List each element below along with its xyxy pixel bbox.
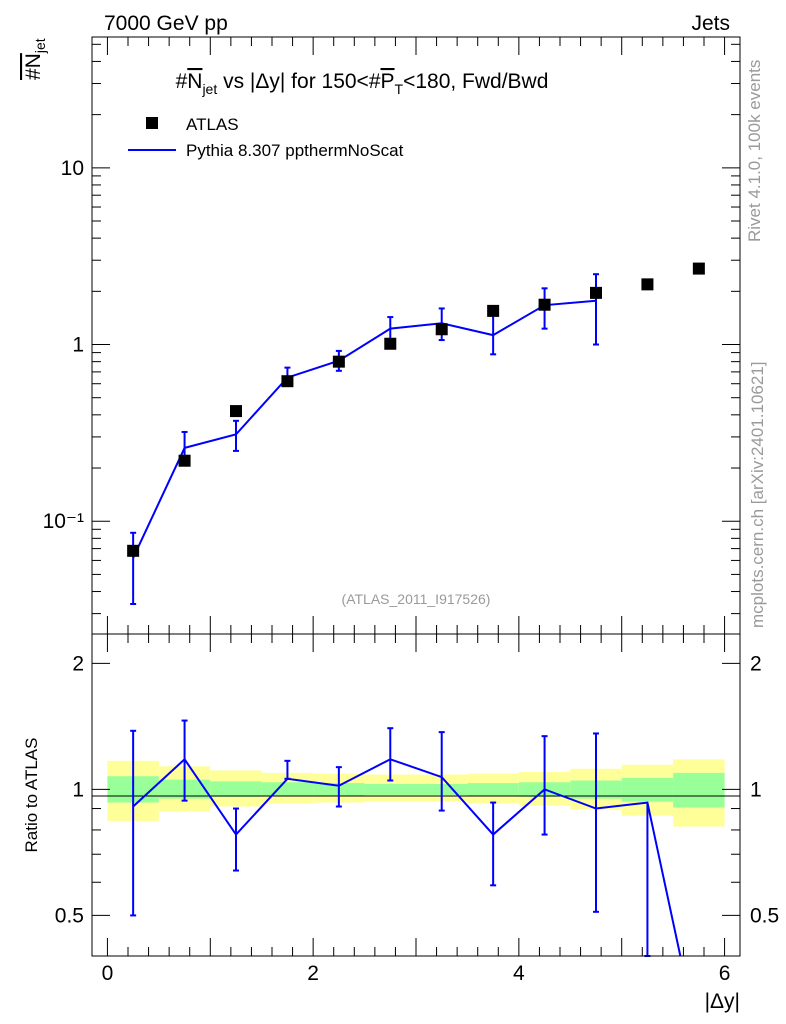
- header-left: 7000 GeV pp: [104, 12, 228, 35]
- x-tick-label: 4: [513, 962, 525, 985]
- ratio-panel: 0.5 0.5 1 1 2 2 0 2 4 6 Ratio to ATLAS |Δy|: [22, 633, 779, 1013]
- atlas-point: [178, 454, 191, 467]
- title-e: <180, Fwd/Bwd: [403, 70, 548, 93]
- ratio-mc-line: [132, 757, 682, 957]
- lower-ticks: 0.5 0.5 1 1 2 2 0 2 4 6: [55, 634, 779, 985]
- title-p: P: [381, 70, 395, 93]
- ratio-bands: [107, 759, 725, 827]
- mc-line: [132, 299, 597, 559]
- rivet-label: Rivet 4.1.0, 100k events: [745, 60, 764, 242]
- atlas-point: [281, 375, 294, 388]
- atlas-point: [538, 298, 551, 311]
- legend-atlas-marker: [146, 117, 158, 129]
- ratio-y-label: Ratio to ATLAS: [22, 738, 41, 853]
- ylabel-sub: jet: [32, 38, 48, 54]
- upper-y-tick-label: 10⁻¹: [43, 510, 84, 533]
- atlas-point: [641, 278, 654, 291]
- x-axis-label: |Δy|: [705, 990, 740, 1013]
- x-tick-label: 6: [719, 962, 731, 985]
- upper-y-tick-label: 1: [72, 334, 84, 357]
- x-tick-label: 2: [307, 962, 319, 985]
- title-sub2: T: [395, 81, 404, 97]
- title-n: N: [187, 70, 202, 93]
- atlas-point: [230, 405, 242, 418]
- atlas-point: [435, 323, 448, 336]
- upper-y-tick-label: 10: [61, 157, 84, 180]
- title-sub1: jet: [201, 81, 217, 97]
- title-c: vs |Δy| for 150<#: [217, 70, 381, 93]
- ratio-band-inner: [364, 783, 416, 795]
- upper-y-label: #Njet: [22, 38, 48, 80]
- ratio-y-tick-label: 1: [72, 778, 84, 801]
- ylabel-main: #N: [22, 53, 45, 80]
- atlas-series: [127, 262, 705, 557]
- atlas-point: [487, 304, 500, 317]
- ratio-band-inner: [673, 772, 725, 808]
- upper-ticks: 10⁻¹ 1 10: [43, 37, 740, 634]
- ratio-band-inner: [621, 777, 674, 802]
- legend: ATLAS Pythia 8.307 ppthermNoScat: [128, 115, 404, 160]
- atlas-point: [384, 337, 397, 350]
- x-tick-label: 0: [102, 962, 114, 985]
- chart-title: #Njet vs |Δy| for 150<#PT<180, Fwd/Bwd: [176, 70, 549, 97]
- ratio-band-inner: [467, 783, 519, 796]
- title-a: #: [176, 70, 188, 93]
- atlas-point: [692, 262, 705, 275]
- watermark: (ATLAS_2011_I917526): [342, 591, 491, 607]
- ratio-mc-series: [130, 719, 682, 957]
- ratio-band-inner: [261, 782, 314, 796]
- atlas-point: [127, 544, 140, 557]
- ratio-y-tick-label-right: 2: [750, 652, 762, 675]
- mcplots-label: mcplots.cern.ch [arXiv:2401.10621]: [748, 362, 767, 628]
- atlas-point: [590, 286, 602, 299]
- atlas-point: [332, 355, 345, 368]
- mc-series: [130, 273, 599, 606]
- legend-atlas-label: ATLAS: [186, 115, 239, 134]
- ratio-band-inner: [210, 781, 262, 797]
- ratio-y-tick-label: 0.5: [55, 904, 84, 927]
- header-right: Jets: [691, 12, 730, 35]
- ratio-y-tick-label-right: 1: [750, 778, 762, 801]
- ratio-y-tick-label: 2: [72, 652, 84, 675]
- ratio-y-tick-label-right: 0.5: [750, 904, 779, 927]
- legend-mc-label: Pythia 8.307 ppthermNoScat: [186, 141, 404, 160]
